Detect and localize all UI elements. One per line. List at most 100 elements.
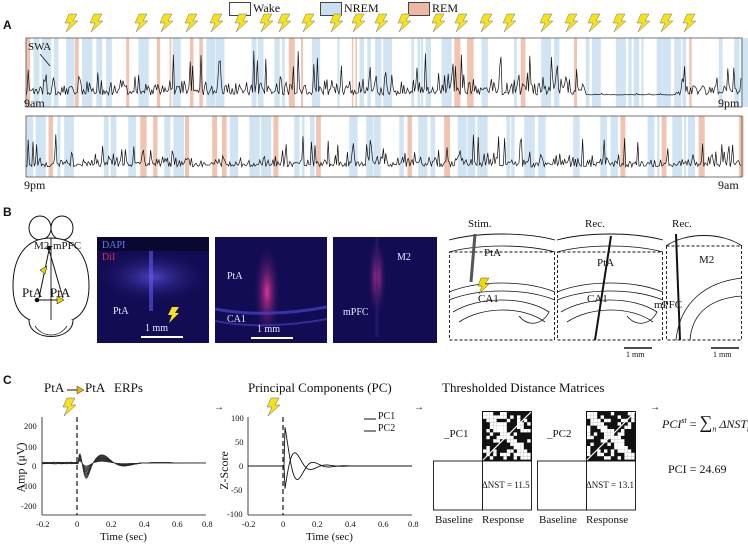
- stim-bolt-icon: [259, 13, 274, 33]
- formula-sub: n: [712, 424, 717, 434]
- pc-title: Principal Components (PC): [248, 380, 392, 395]
- pc-legend-lines: [364, 418, 376, 432]
- stim-bolt-icon: [454, 13, 469, 33]
- micrograph-pta-stim: DAPI DiI PtA 1 mm: [97, 237, 209, 343]
- matrix2-response-label: Response: [586, 514, 629, 526]
- erp-ytick-neg200: -200: [21, 501, 37, 511]
- micro1-scale-label: 1 mm: [145, 323, 169, 334]
- stim-bolt-icon: [612, 13, 627, 33]
- matrix1: [433, 411, 532, 511]
- stim-bolt-icon: [301, 13, 316, 33]
- pc-legend-pc1: PC1: [378, 411, 396, 422]
- pc-xtick-5: 0.8: [408, 519, 419, 529]
- legend-rem-label: REM: [432, 1, 459, 15]
- erp-trace: [41, 453, 206, 478]
- stim-bolt-icon: [184, 13, 199, 33]
- swa-trace-night: [25, 115, 744, 178]
- erp-xtick-0: -0.2: [36, 519, 50, 529]
- pc-plot: [247, 417, 412, 516]
- panel-label-c: C: [3, 373, 12, 387]
- stim-bolt-icon: [479, 13, 494, 33]
- pc-xtick-4: 0.6: [378, 519, 389, 529]
- flow-arrow-1: →: [214, 402, 224, 413]
- erp-ytick-neg100: -100: [21, 481, 37, 491]
- formula-lhs: PCI: [662, 417, 682, 431]
- formula-sum: ∑: [699, 412, 713, 432]
- stim-bolt-icon: [329, 13, 344, 33]
- micro1-scale-bar: [141, 336, 183, 338]
- schem2-scale-label: 1 mm: [626, 350, 645, 359]
- pc-xtick-3: 0.4: [345, 519, 356, 529]
- matrix2-nst: ΔNST = 13.1: [586, 480, 634, 490]
- stim-bolt-icon: [134, 13, 149, 33]
- matrix1-baseline-label: Baseline: [435, 514, 473, 526]
- stim-bolt-icon: [564, 13, 579, 33]
- erp-title-suffix: ERPs: [114, 380, 143, 395]
- schem1-region1-label: PtA: [484, 247, 502, 259]
- panel-label-a: A: [3, 18, 12, 32]
- row2-start-label: 9pm: [24, 178, 46, 192]
- schem2-region1-label: PtA: [597, 257, 615, 269]
- swa-trace-day: [25, 37, 748, 108]
- stim-bolt-icon: [277, 13, 292, 33]
- pc-xtick-2: 0.2: [312, 519, 323, 529]
- row1-end-label: 9pm: [718, 96, 740, 110]
- schem2-region2-label: CA1: [587, 293, 608, 305]
- erp-trace: [41, 453, 206, 479]
- erp-title-arrow-icon: [67, 385, 85, 395]
- schematic-rec-m2-section: [665, 233, 743, 341]
- schematic-rec-pta-section: [556, 233, 664, 341]
- pc-ylabel: Z-Score: [216, 451, 231, 490]
- stimulation-bolts: [64, 13, 697, 33]
- matrix1-response-label: Response: [482, 514, 525, 526]
- erp-ytick-200: 200: [24, 421, 37, 431]
- panel-label-b: B: [3, 205, 12, 219]
- stim-bolt-icon: [431, 13, 446, 33]
- micro3-region2-label: mPFC: [343, 307, 369, 318]
- stim-bolt-icon: [539, 13, 554, 33]
- erp-title-source: PtA: [44, 380, 65, 395]
- erp-trace: [41, 452, 206, 479]
- matrix2-label: _PC2: [547, 428, 572, 440]
- matrix2-baseline-label: Baseline: [539, 514, 577, 526]
- pc-ytick-50: 50: [235, 437, 244, 447]
- micrograph-pta-ca1: PtA CA1 1 mm: [215, 237, 327, 343]
- erp-trace: [41, 455, 206, 476]
- erp-plot: [41, 417, 207, 516]
- brain-label-pta-right: PtA: [50, 285, 71, 300]
- pc-xtick-0: -0.2: [242, 519, 256, 529]
- schem3-scale-bar: [711, 347, 739, 349]
- brain-label-pta-left: PtA: [22, 285, 43, 300]
- micro1-stim-bolt-icon: [168, 307, 179, 323]
- stim-bolt-icon: [397, 13, 412, 33]
- pc-ytick-neg100: -100: [227, 509, 243, 519]
- schem2-scale-bar: [624, 347, 652, 349]
- micro1-dapi-label: DAPI: [102, 240, 126, 251]
- tdm-title: Thresholded Distance Matrices: [442, 380, 605, 395]
- schem1-title: Stim.: [468, 218, 492, 230]
- swa-label: SWA: [28, 41, 52, 53]
- pc-ytick-neg50: -50: [231, 485, 243, 495]
- stim-bolt-icon: [502, 13, 517, 33]
- erp-trace: [41, 454, 206, 477]
- micro1-dil-label: DiI: [102, 252, 116, 263]
- schem3-region1-label: M2: [699, 254, 715, 266]
- pc-ytick-100: 100: [231, 413, 244, 423]
- erp-xtick-3: 0.4: [139, 519, 150, 529]
- erp-title-target: PtA: [85, 380, 106, 395]
- pci-value: PCI = 24.69: [668, 462, 727, 476]
- micro2-scale-label: 1 mm: [257, 324, 281, 335]
- stim-bolt-icon: [209, 13, 224, 33]
- stim-bolt-icon: [587, 13, 602, 33]
- matrix1-nst: ΔNST = 11.5: [482, 480, 530, 490]
- micro2-region1-label: PtA: [227, 271, 243, 282]
- schem3-scale-label: 1 mm: [713, 350, 732, 359]
- legend-wake-label: Wake: [253, 1, 281, 15]
- legend-nrem-label: NREM: [344, 1, 379, 15]
- erp-xtick-4: 0.6: [172, 519, 183, 529]
- stim-bolt-icon: [374, 13, 389, 33]
- erp-stim-bolt-icon: [62, 397, 77, 417]
- erp-xtick-2: 0.2: [106, 519, 117, 529]
- stim-bolt-icon: [89, 13, 104, 33]
- schem3-region2-label: mPFC: [654, 299, 683, 311]
